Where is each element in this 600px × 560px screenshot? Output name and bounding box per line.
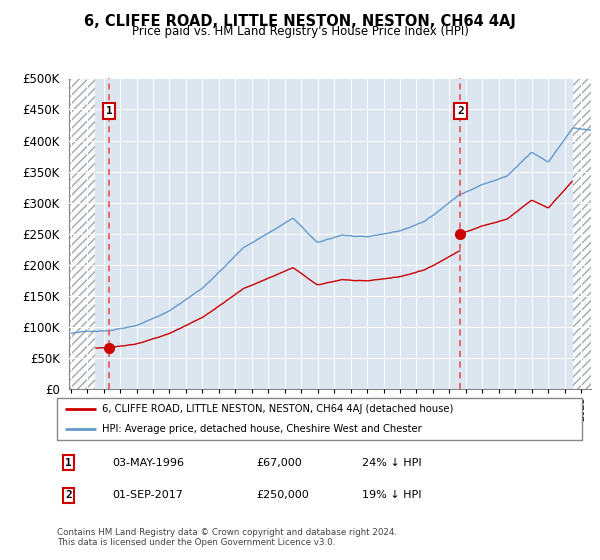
Bar bbox=[69, 78, 95, 389]
Text: 2: 2 bbox=[457, 106, 464, 116]
Text: Price paid vs. HM Land Registry's House Price Index (HPI): Price paid vs. HM Land Registry's House … bbox=[131, 25, 469, 38]
Text: 03-MAY-1996: 03-MAY-1996 bbox=[112, 458, 184, 468]
Text: 1: 1 bbox=[65, 458, 72, 468]
Text: 01-SEP-2017: 01-SEP-2017 bbox=[112, 490, 183, 500]
Text: Contains HM Land Registry data © Crown copyright and database right 2024.
This d: Contains HM Land Registry data © Crown c… bbox=[57, 528, 397, 547]
Text: 6, CLIFFE ROAD, LITTLE NESTON, NESTON, CH64 4AJ (detached house): 6, CLIFFE ROAD, LITTLE NESTON, NESTON, C… bbox=[101, 404, 453, 414]
Text: £250,000: £250,000 bbox=[257, 490, 309, 500]
Text: 24% ↓ HPI: 24% ↓ HPI bbox=[361, 458, 421, 468]
Text: 2: 2 bbox=[65, 490, 72, 500]
Text: 6, CLIFFE ROAD, LITTLE NESTON, NESTON, CH64 4AJ: 6, CLIFFE ROAD, LITTLE NESTON, NESTON, C… bbox=[84, 14, 516, 29]
Text: £67,000: £67,000 bbox=[257, 458, 302, 468]
Text: 19% ↓ HPI: 19% ↓ HPI bbox=[361, 490, 421, 500]
Text: 1: 1 bbox=[106, 106, 112, 116]
Bar bbox=[573, 78, 591, 389]
Text: HPI: Average price, detached house, Cheshire West and Chester: HPI: Average price, detached house, Ches… bbox=[101, 424, 421, 434]
FancyBboxPatch shape bbox=[57, 398, 582, 440]
